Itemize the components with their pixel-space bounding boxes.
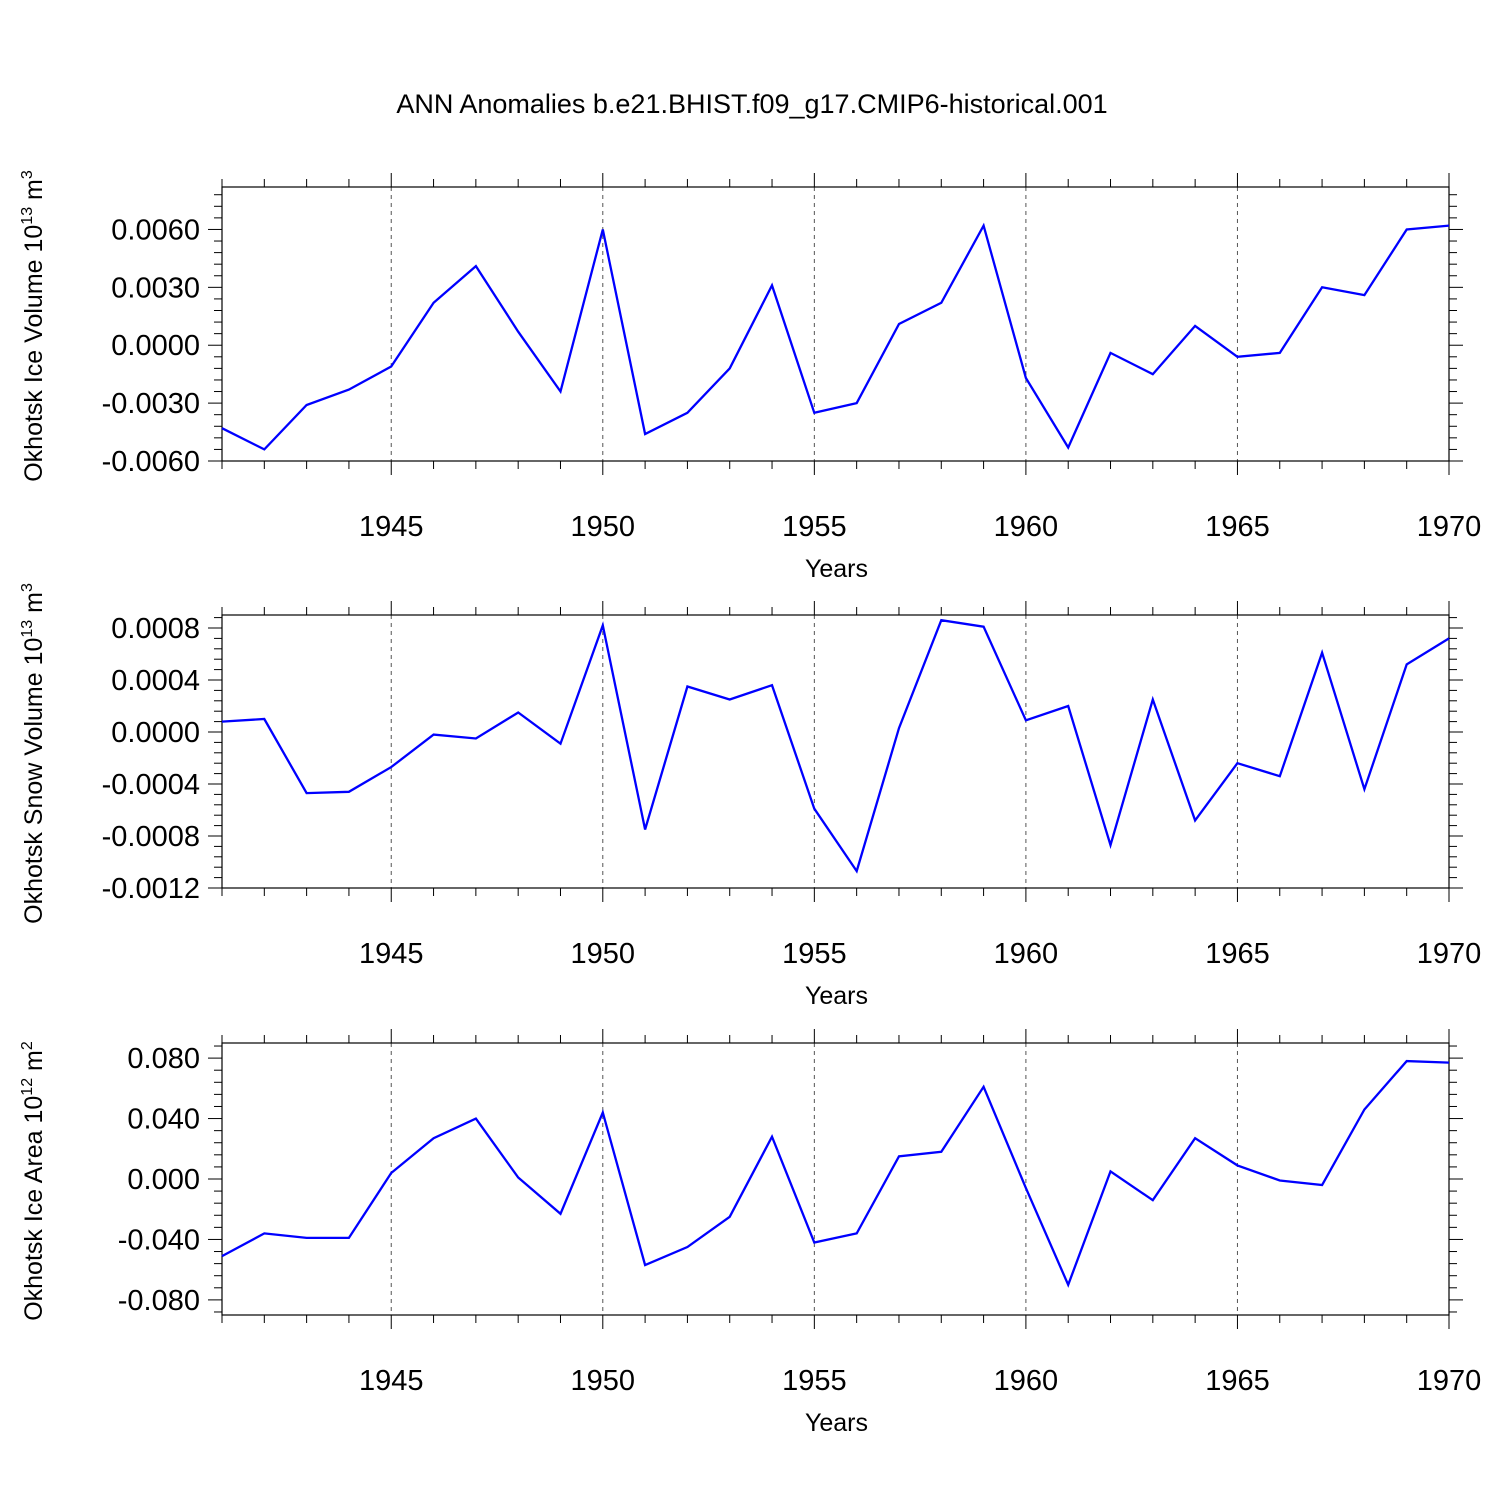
x-tick-label: 1950 [571, 938, 636, 970]
series-line [221, 222, 1450, 451]
y-tick-label: 0.0060 [111, 214, 200, 246]
x-tick-label: 1960 [994, 938, 1059, 970]
y-tick-label: 0.0030 [111, 272, 200, 304]
figure-title: ANN Anomalies b.e21.BHIST.f09_g17.CMIP6-… [396, 89, 1107, 119]
y-tick-label: -0.0012 [102, 873, 200, 905]
panel-1: -0.0060 -0.0030 0.0000 0.0030 0.0060 1945 1950… [19, 170, 1481, 583]
series-line [221, 618, 1450, 874]
y-tick-label: -0.0008 [102, 821, 200, 853]
x-tick-label: 1970 [1417, 1365, 1482, 1397]
panel-3: -0.080 -0.040 0.000 0.040 0.080 1945 1950 1955 1… [19, 1029, 1481, 1437]
plot-frame [221, 614, 1450, 889]
x-axis-label: Years [805, 982, 868, 1010]
y-tick-label: 0.0000 [111, 717, 200, 749]
y-tick-label: 0.0004 [111, 665, 200, 697]
x-tick-label: 1945 [359, 1365, 424, 1397]
plot-frame [221, 1042, 1450, 1316]
x-tick-label: 1950 [571, 511, 636, 543]
x-tick-label: 1965 [1205, 511, 1270, 543]
x-tick-label: 1970 [1417, 511, 1482, 543]
x-tick-label: 1960 [994, 511, 1059, 543]
y-tick-label: 0.000 [127, 1164, 200, 1196]
x-tick-label: 1945 [359, 938, 424, 970]
y-tick-label: 0.0008 [111, 613, 200, 645]
x-tick-label: 1965 [1205, 938, 1270, 970]
y-axis-label: Okhotsk Snow Volume 1013 m3 [19, 583, 48, 924]
y-tick-label: -0.0004 [102, 769, 200, 801]
x-tick-label: 1960 [994, 1365, 1059, 1397]
x-tick-label: 1955 [782, 1365, 847, 1397]
plot-frame [221, 186, 1450, 462]
y-tick-label: -0.040 [118, 1224, 200, 1256]
y-axis-label: Okhotsk Ice Volume 1013 m3 [19, 170, 48, 482]
x-tick-label: 1955 [782, 938, 847, 970]
y-tick-label: -0.0030 [102, 388, 200, 420]
x-tick-label: 1945 [359, 511, 424, 543]
y-axis-label: Okhotsk Ice Area 1012 m2 [19, 1041, 48, 1321]
x-tick-label: 1955 [782, 511, 847, 543]
y-tick-label: 0.080 [127, 1043, 200, 1075]
x-tick-label: 1965 [1205, 1365, 1270, 1397]
y-tick-label: -0.080 [118, 1285, 200, 1317]
x-axis-label: Years [805, 555, 868, 583]
x-tick-label: 1950 [571, 1365, 636, 1397]
y-tick-label: 0.040 [127, 1104, 200, 1136]
panel-2: -0.0012 -0.0008 -0.0004 0.0000 0.0004 0.0008 1… [19, 583, 1481, 1010]
y-tick-label: 0.0000 [111, 330, 200, 362]
y-tick-label: -0.0060 [102, 446, 200, 478]
x-tick-label: 1970 [1417, 938, 1482, 970]
series-line [221, 1059, 1450, 1288]
x-axis-label: Years [805, 1409, 868, 1437]
